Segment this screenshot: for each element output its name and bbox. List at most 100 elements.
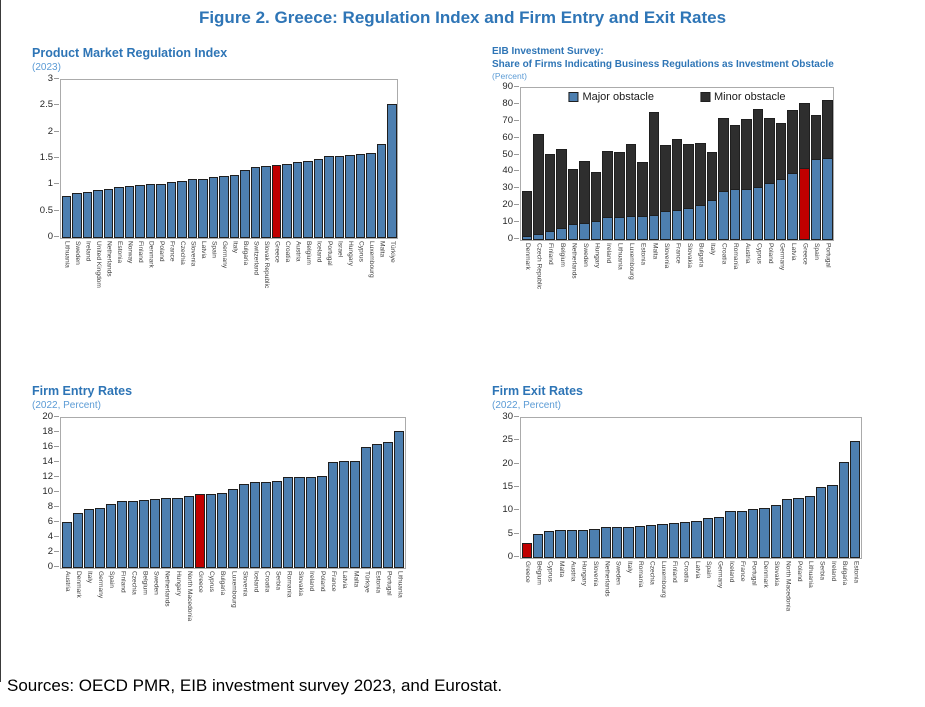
y-tick-label: 70 xyxy=(502,114,513,126)
minor-obstacle-segment xyxy=(579,161,590,224)
bar-finland xyxy=(544,88,556,240)
x-label-cell: Belgium xyxy=(139,571,150,655)
bar-germany xyxy=(94,418,105,568)
x-label-cell: Romania xyxy=(283,571,294,655)
x-label-cell: Denmark xyxy=(759,561,770,647)
bar-north-macedonia xyxy=(782,418,793,558)
x-label: Bulgaria xyxy=(697,243,705,268)
major-obstacle-segment xyxy=(706,200,718,240)
major-obstacle-segment xyxy=(822,158,833,240)
bar-slovakia xyxy=(294,418,305,568)
x-label-cell: Iceland xyxy=(313,241,324,323)
x-label-cell: Croatia xyxy=(282,241,293,323)
x-label: Slovenia xyxy=(662,243,670,269)
x-label-cell: Ireland xyxy=(305,571,316,655)
x-label: Hungary xyxy=(174,571,182,596)
bar-bulgaria xyxy=(216,418,227,568)
x-label-cell: Poland xyxy=(316,571,327,655)
plot-area: Major obstacle Minor obstacle xyxy=(520,87,834,241)
x-label: Latvia xyxy=(200,241,208,259)
bar-greece xyxy=(521,418,532,558)
bar-poland xyxy=(156,80,166,238)
minor-obstacle-segment xyxy=(648,111,660,215)
bar-rect xyxy=(827,485,838,558)
major-obstacle-segment xyxy=(521,235,533,240)
x-label-cell: Croatia xyxy=(261,571,272,655)
y-tick-mark xyxy=(514,204,519,206)
bar-malta xyxy=(376,80,386,238)
x-label-cell: Hungary xyxy=(172,571,183,655)
bar-rect xyxy=(156,183,166,238)
y-tick-mark xyxy=(54,183,59,185)
x-label: Poland xyxy=(795,561,803,582)
bar-greece xyxy=(271,80,281,238)
major-obstacle-segment xyxy=(683,207,694,240)
x-label-cell: Italy xyxy=(623,561,634,647)
major-obstacle-segment xyxy=(729,189,741,240)
bar-denmark xyxy=(72,418,83,568)
bar-finland xyxy=(668,418,680,558)
bar-rect xyxy=(324,156,334,238)
bar-belgium xyxy=(303,80,313,238)
bar-rect xyxy=(250,166,260,238)
bar-hungary xyxy=(590,88,602,240)
y-tick-label: 25 xyxy=(502,434,513,446)
bar-malta xyxy=(648,88,660,240)
x-label-cell: Malta xyxy=(376,241,387,323)
x-label: Latvia xyxy=(693,561,701,579)
major-obstacle-segment xyxy=(602,217,613,240)
bar-netherlands xyxy=(103,80,113,238)
minor-obstacle-segment xyxy=(544,153,556,231)
x-label: Italy xyxy=(625,561,633,574)
major-obstacle-segment xyxy=(590,221,602,240)
bar-poland xyxy=(764,88,775,240)
minor-obstacle-swatch-icon xyxy=(700,92,710,102)
x-label-cell: Portugal xyxy=(748,561,759,647)
y-tick-mark xyxy=(514,556,519,557)
bar-netherlands xyxy=(567,88,579,240)
x-label-cell: Lithuania xyxy=(394,571,405,655)
bar-rect xyxy=(316,475,327,568)
bar-austria xyxy=(566,418,578,558)
panel-pmr: Product Market Regulation Index (2023) 0… xyxy=(32,46,462,323)
y-tick-mark xyxy=(54,157,59,158)
y-tick-mark xyxy=(514,153,519,155)
bar-rect xyxy=(282,164,292,238)
minor-obstacle-segment xyxy=(683,143,694,208)
y-tick-label: 20 xyxy=(502,199,513,211)
bar-germany xyxy=(714,418,725,558)
bar-poland xyxy=(316,418,327,568)
bar-france xyxy=(327,418,338,568)
x-label: Luxembourg xyxy=(659,561,667,598)
x-label: Italy xyxy=(709,243,717,256)
x-label: Netherlands xyxy=(105,241,113,277)
y-tick-label: 10 xyxy=(42,486,53,497)
y-tick-mark xyxy=(514,532,519,534)
x-label-cell: Croatia xyxy=(718,243,730,315)
bar-rect xyxy=(198,178,208,238)
x-label-cell: Serbia xyxy=(272,571,283,655)
bar-rect xyxy=(172,497,183,568)
bar-austria xyxy=(741,88,752,240)
y-tick-label: 14 xyxy=(42,456,53,467)
x-label-cell: Finland xyxy=(116,571,127,655)
y-tick-mark xyxy=(54,461,59,462)
x-label: Greece xyxy=(196,571,204,593)
y-tick-mark xyxy=(54,209,59,211)
x-label: France xyxy=(168,241,176,262)
x-label: Latvia xyxy=(341,571,349,589)
bar-cyprus xyxy=(355,80,365,238)
x-label-cell: Türkiye xyxy=(387,241,398,323)
bar-belgium xyxy=(139,418,150,568)
x-label: Ireland xyxy=(84,241,92,262)
page-left-border xyxy=(0,0,1,682)
minor-obstacle-segment xyxy=(521,191,533,236)
x-label: Hungary xyxy=(593,243,601,268)
x-label-cell: Finland xyxy=(544,243,556,315)
bar-luxembourg xyxy=(625,88,637,240)
x-label: Austria xyxy=(63,571,71,592)
bar-ireland xyxy=(602,88,613,240)
x-label: Bulgaria xyxy=(219,571,227,596)
x-label: Denmark xyxy=(761,561,769,588)
bar-hungary xyxy=(172,418,183,568)
